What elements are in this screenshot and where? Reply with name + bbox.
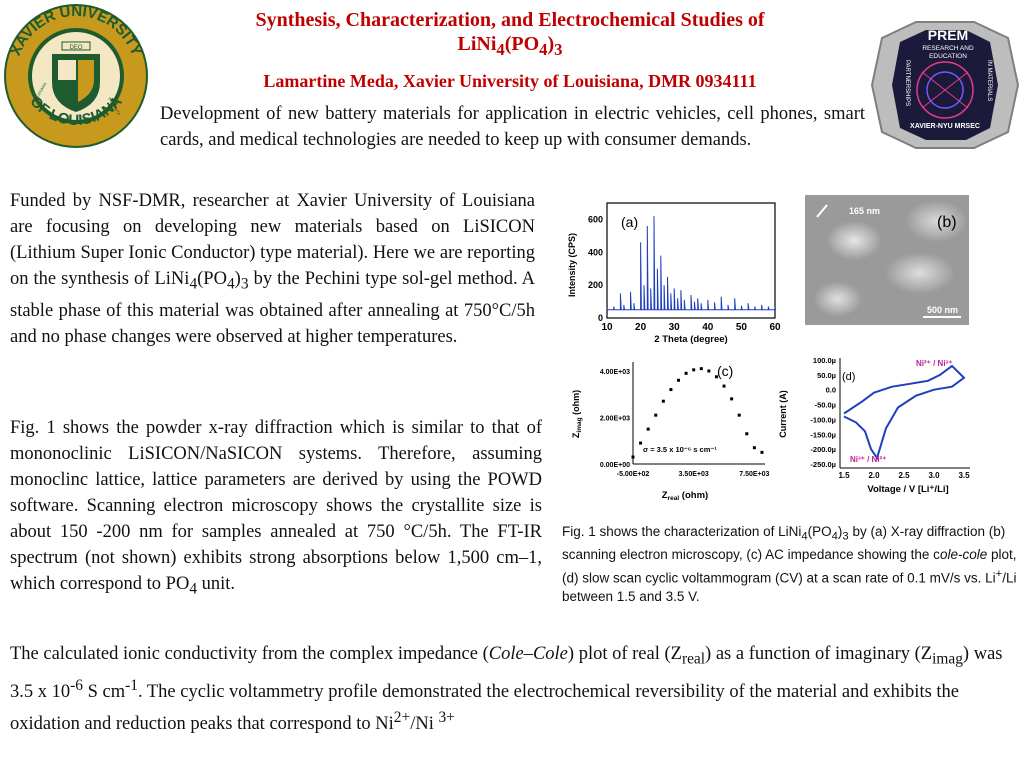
xavier-university-seal: DEO XAVIER UNIVERSITY OF LOUISIANA LOUIS… <box>4 3 148 148</box>
paragraph-funding: Funded by NSF-DMR, researcher at Xavier … <box>10 191 536 347</box>
xrd-ylabel: Intensity (CPS) <box>567 233 577 297</box>
cv-peak-ox: Ni²⁺ / Ni³⁺ <box>916 359 952 368</box>
impedance-point <box>646 427 650 431</box>
cv-ytick-label: -50.0µ <box>815 401 836 410</box>
impedance-point <box>737 413 741 417</box>
cv-series-line <box>843 364 966 461</box>
xrd-xtick-label: 50 <box>736 322 748 333</box>
impedance-point <box>669 388 673 392</box>
xrd-xtick-label: 30 <box>669 322 681 333</box>
prem-badge: PREM RESEARCH AND EDUCATION PARTNERSHIPS… <box>870 21 1020 149</box>
impedance-point <box>722 384 726 388</box>
prem-side-right: IN MATERIALS <box>986 60 992 101</box>
impedance-ylabel: Zimag (ohm) <box>571 390 583 438</box>
xrd-series-line <box>606 216 777 311</box>
cv-xlabel: Voltage / V [Li⁺/Li] <box>867 484 948 495</box>
figure-b-sem: 165 nm 500 nm (b) <box>805 195 969 325</box>
impedance-point <box>760 450 764 454</box>
impedance-xlabel: Zreal (ohm) <box>662 490 708 502</box>
sem-scale-bottom: 500 nm <box>927 305 958 315</box>
cv-ytick-label: -250.0µ <box>810 460 836 469</box>
impedance-point <box>692 368 696 372</box>
author-line: Lamartine Meda, Xavier University of Lou… <box>263 71 757 91</box>
cv-xtick-label: 2.5 <box>898 471 910 480</box>
xrd-xtick-label: 60 <box>769 322 781 333</box>
impedance-point <box>639 441 643 445</box>
impedance-point <box>730 397 734 401</box>
cv-peak-red: Ni³⁺ / Ni²⁺ <box>850 455 886 464</box>
figure-c-label: (c) <box>717 363 733 379</box>
prem-side-left: PARTNERSHIPS <box>904 60 910 106</box>
xrd-ytick-label: 600 <box>588 214 603 224</box>
xrd-xtick-label: 20 <box>635 322 647 333</box>
cv-ytick-label: 0.0 <box>826 386 836 395</box>
cv-xtick-label: 2.0 <box>868 471 880 480</box>
impedance-point <box>654 413 658 417</box>
title-line-1: Synthesis, Characterization, and Electro… <box>255 9 765 31</box>
paragraph-figure-discussion: Fig. 1 shows the powder x-ray diffractio… <box>10 418 542 598</box>
figure-caption: Fig. 1 shows the characterization of LiN… <box>562 524 1017 604</box>
cv-ytick-label: -100.0µ <box>810 415 836 424</box>
cv-xtick-label: 3.5 <box>958 471 970 480</box>
figure-a-label: (a) <box>621 214 638 230</box>
sem-scale-top: 165 nm <box>849 206 880 216</box>
impedance-xtick-label: 3.50E+03 <box>679 471 709 478</box>
figure-d-cv: 100.0µ 50.0µ 0.0 -50.0µ -100.0µ -150.0µ -200.0… <box>778 356 970 495</box>
cv-xtick-label: 3.0 <box>928 471 940 480</box>
impedance-annotation: σ = 3.5 x 10⁻⁶ s cm⁻¹ <box>643 445 717 454</box>
impedance-point <box>714 375 718 379</box>
impedance-point <box>631 455 635 459</box>
cv-ytick-label: 50.0µ <box>817 371 836 380</box>
impedance-ytick-label: 2.00E+03 <box>600 415 630 422</box>
impedance-ytick-label: 4.00E+03 <box>600 369 630 376</box>
title-line-2: LiNi4(PO4)3 <box>457 33 563 59</box>
prem-subtitle-2: EDUCATION <box>929 53 967 60</box>
impedance-point <box>684 371 688 375</box>
prem-bottom: XAVIER-NYU MRSEC <box>910 123 980 130</box>
impedance-point <box>707 369 711 373</box>
impedance-xtick-label: 7.50E+03 <box>739 471 769 478</box>
cv-ylabel: Current (A) <box>778 390 788 438</box>
xrd-ytick-label: 400 <box>588 247 603 257</box>
impedance-ytick-label: 0.00E+00 <box>600 462 630 469</box>
impedance-point <box>745 432 749 436</box>
poster-title: Synthesis, Characterization, and Electro… <box>160 8 860 62</box>
paragraph-conductivity: The calculated ionic conductivity from t… <box>10 644 1003 734</box>
cv-ytick-label: -200.0µ <box>810 445 836 454</box>
xrd-ytick-label: 0 <box>598 313 603 323</box>
xrd-ytick-label: 200 <box>588 280 603 290</box>
impedance-xtick-label: -5.00E+02 <box>617 471 650 478</box>
xrd-xlabel: 2 Theta (degree) <box>654 334 727 345</box>
cv-ytick-label: 100.0µ <box>813 356 836 365</box>
intro-paragraph: Development of new battery materials for… <box>160 104 865 150</box>
xrd-xtick-label: 10 <box>601 322 613 333</box>
impedance-point <box>661 399 665 403</box>
figure-d-label: (d) <box>842 371 855 383</box>
cv-xtick-label: 1.5 <box>838 471 850 480</box>
impedance-point <box>752 446 756 450</box>
figure-c-impedance: 0.00E+00 2.00E+03 4.00E+03 -5.00E+02 3.50E+… <box>571 362 770 502</box>
xrd-xtick-label: 40 <box>702 322 714 333</box>
cv-ytick-label: -150.0µ <box>810 430 836 439</box>
seal-banner: DEO <box>69 45 82 51</box>
prem-title: PREM <box>928 27 968 43</box>
impedance-point <box>699 367 703 371</box>
prem-subtitle-1: RESEARCH AND <box>922 45 974 52</box>
figure-b-label: (b) <box>937 214 957 231</box>
impedance-point <box>677 378 681 382</box>
